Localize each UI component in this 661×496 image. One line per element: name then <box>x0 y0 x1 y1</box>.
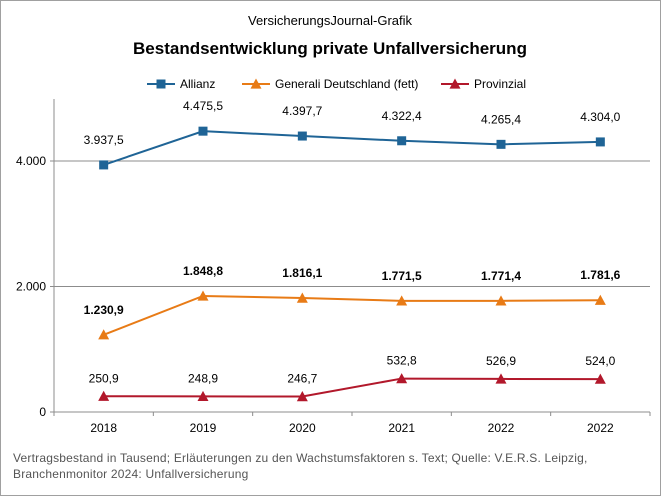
legend-item-generali: Generali Deutschland (fett) <box>242 77 418 91</box>
x-tick-label-3: 2021 <box>388 421 415 435</box>
chart-footnote: Vertragsbestand in Tausend; Erläuterunge… <box>13 450 653 482</box>
legend-marker-generali <box>250 78 262 89</box>
y-tick-label-2000: 2.000 <box>16 280 46 294</box>
data-label-provinzial-0: 250,9 <box>89 371 119 385</box>
data-point-provinzial-4 <box>495 373 507 384</box>
legend-marker-provinzial <box>449 78 461 89</box>
series-provinzial: 250,9 248,9 246,7 532,8 526,9 524,0 <box>89 354 616 402</box>
x-tick-label-0: 2018 <box>90 421 117 435</box>
x-tick-label-5: 2022 <box>587 421 614 435</box>
series-allianz: 3.937,5 4.475,5 4.397,7 4.322,4 4.265,4 4.304… <box>84 99 621 170</box>
footnote-line-2: Branchenmonitor 2024: Unfallversicherung <box>13 467 249 481</box>
y-tick-label-4000: 4.000 <box>16 154 46 168</box>
data-label-allianz-3: 4.322,4 <box>382 109 422 123</box>
series-generali: 1.230,9 1.848,8 1.816,1 1.771,5 1.771,4 1.781… <box>84 264 621 340</box>
data-label-allianz-2: 4.397,7 <box>282 104 322 118</box>
data-label-generali-4: 1.771,4 <box>481 269 521 283</box>
data-point-provinzial-0 <box>98 390 110 401</box>
x-tick-label-2: 2020 <box>289 421 316 435</box>
data-point-generali-4 <box>495 295 507 306</box>
data-point-provinzial-2 <box>296 391 308 402</box>
series-line-allianz <box>103 130 601 166</box>
legend-item-provinzial: Provinzial <box>441 77 526 91</box>
data-label-generali-0: 1.230,9 <box>84 303 124 317</box>
legend-label-generali: Generali Deutschland (fett) <box>275 77 418 91</box>
legend-label-provinzial: Provinzial <box>474 77 526 91</box>
chart-gridlines <box>54 160 650 287</box>
chart-title: Bestandsentwicklung private Unfallversic… <box>133 39 527 58</box>
data-point-generali-1 <box>197 290 209 301</box>
series-line-provinzial <box>103 377 601 398</box>
data-point-allianz-4 <box>496 139 506 149</box>
data-point-allianz-2 <box>297 131 307 141</box>
footnote-line-1: Vertragsbestand in Tausend; Erläuterunge… <box>13 451 588 465</box>
chart-supertitle: VersicherungsJournal-Grafik <box>248 13 413 28</box>
data-point-generali-5 <box>594 294 606 305</box>
data-label-allianz-0: 3.937,5 <box>84 133 124 147</box>
data-point-allianz-5 <box>595 137 605 147</box>
data-label-provinzial-4: 526,9 <box>486 354 516 368</box>
data-point-allianz-1 <box>198 126 208 136</box>
data-label-generali-2: 1.816,1 <box>282 266 322 280</box>
x-tick-label-1: 2019 <box>190 421 217 435</box>
data-label-provinzial-1: 248,9 <box>188 371 218 385</box>
data-label-generali-3: 1.771,5 <box>382 269 422 283</box>
data-point-allianz-3 <box>397 136 407 146</box>
data-label-allianz-5: 4.304,0 <box>580 110 620 124</box>
x-tick-label-4: 2022 <box>488 421 515 435</box>
legend-item-allianz: Allianz <box>147 77 215 91</box>
data-label-generali-5: 1.781,6 <box>580 268 620 282</box>
series-line-generali <box>103 294 601 336</box>
data-label-generali-1: 1.848,8 <box>183 264 223 278</box>
data-point-provinzial-1 <box>197 390 209 402</box>
data-label-provinzial-3: 532,8 <box>387 354 417 368</box>
legend-label-allianz: Allianz <box>180 77 215 91</box>
data-label-provinzial-5: 524,0 <box>585 354 615 368</box>
data-label-provinzial-2: 246,7 <box>287 372 317 386</box>
data-point-generali-2 <box>296 292 308 303</box>
chart-axes: 0 2.000 4.000 2018 2019 2020 2021 2022 2022 <box>16 99 651 435</box>
chart-series: 3.937,5 4.475,5 4.397,7 4.322,4 4.265,4 4.304… <box>84 99 621 402</box>
data-label-allianz-4: 4.265,4 <box>481 112 521 126</box>
data-label-allianz-1: 4.475,5 <box>183 99 223 113</box>
data-point-generali-3 <box>396 295 408 306</box>
y-tick-label-0: 0 <box>39 405 46 419</box>
chart-legend: Allianz Generali Deutschland (fett) Provin… <box>147 77 526 91</box>
data-point-provinzial-5 <box>594 373 606 384</box>
data-point-generali-0 <box>98 329 110 340</box>
legend-marker-allianz <box>156 79 166 89</box>
data-point-allianz-0 <box>99 160 109 170</box>
data-point-provinzial-3 <box>396 373 408 384</box>
